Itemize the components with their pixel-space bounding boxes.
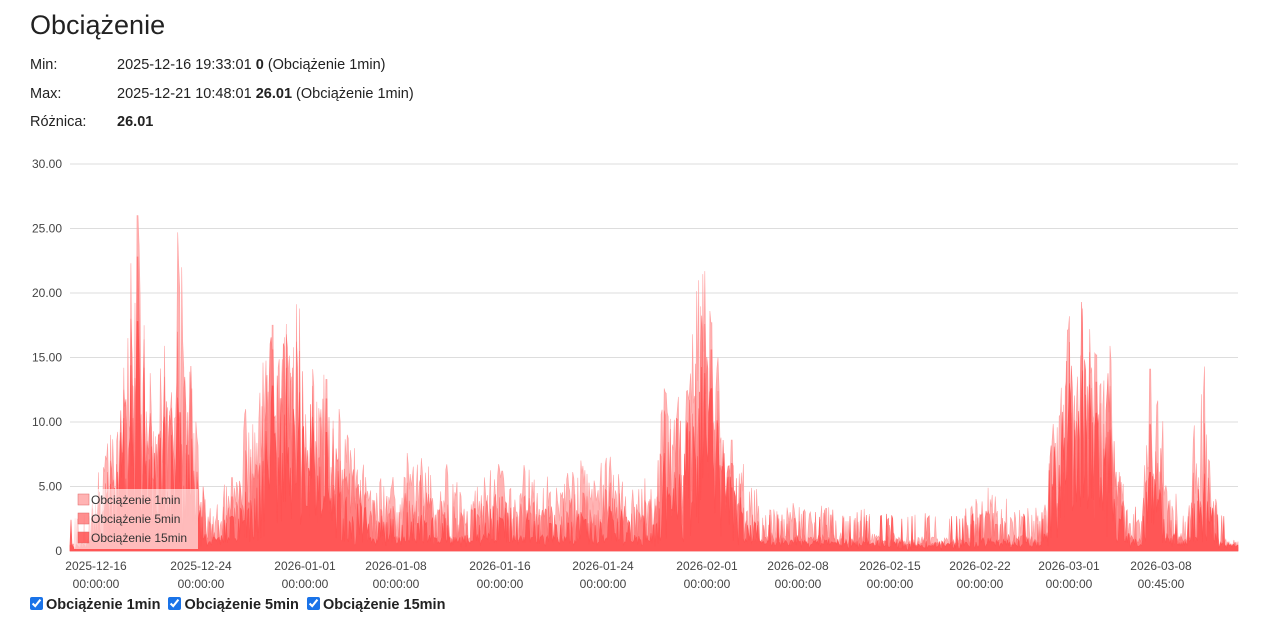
toggle-1min-label: Obciążenie 1min — [46, 597, 161, 613]
stat-max-value: 26.01 — [255, 85, 293, 102]
y-tick-label: 30.00 — [32, 157, 62, 171]
load-chart: 0 5.00 10.00 15.00 20.00 25.00 30.00 2025-12-16… — [32, 157, 1239, 591]
y-tick-label: 10.00 — [32, 415, 62, 429]
x-tick-date: 2025-12-16 — [65, 559, 127, 573]
stat-max-series: (Obciążenie 1min) — [296, 85, 414, 102]
stat-min-series: (Obciążenie 1min) — [267, 57, 386, 73]
x-tick-date: 2026-01-16 — [469, 559, 531, 573]
toggle-15min-checkbox[interactable] — [306, 597, 320, 610]
x-tick-date: 2026-02-15 — [859, 559, 921, 573]
toggle-5min-checkbox[interactable] — [168, 597, 182, 610]
toggle-5min-label: Obciążenie 5min — [184, 597, 299, 613]
x-tick-date: 2026-03-08 — [1130, 559, 1192, 573]
legend-swatch-1 — [77, 493, 90, 506]
page-title: Obciążenie — [30, 10, 166, 40]
stat-max: Max: 2025-12-21 10:48:01 26.01 (Obciążen… — [30, 84, 414, 113]
stats-panel: Min: 2025-12-16 19:33:01 0 (Obciążenie 1… — [30, 55, 414, 141]
toggle-1min[interactable]: Obciążenie 1min — [30, 597, 160, 613]
y-tick-label: 5.00 — [39, 480, 63, 494]
x-tick-time: 00:00:00 — [1046, 577, 1093, 591]
stat-min-value: 0 — [255, 57, 264, 73]
toggle-15min[interactable]: Obciążenie 15min — [306, 597, 446, 613]
x-tick-time: 00:00:00 — [957, 577, 1004, 591]
x-tick-time: 00:00:00 — [178, 577, 225, 591]
stat-min-timestamp: 2025-12-16 19:33:01 — [117, 57, 252, 73]
toggle-5min[interactable]: Obciążenie 5min — [168, 597, 299, 613]
x-tick-date: 2026-01-01 — [274, 559, 336, 573]
y-tick-label: 25.00 — [32, 222, 62, 236]
legend-swatch-3 — [77, 531, 90, 544]
x-tick-date: 2026-02-08 — [767, 559, 829, 573]
y-tick-label: 15.00 — [32, 351, 62, 365]
x-tick-date: 2026-01-24 — [572, 559, 634, 573]
x-tick-time: 00:00:00 — [282, 577, 329, 591]
x-tick-time: 00:45:00 — [1138, 577, 1185, 591]
x-tick-time: 00:00:00 — [684, 577, 731, 591]
x-tick-time: 00:00:00 — [775, 577, 822, 591]
legend-label-1: Obciążenie 1min — [91, 493, 180, 507]
y-tick-label: 0 — [55, 544, 62, 558]
toggle-1min-checkbox[interactable] — [30, 597, 43, 610]
x-tick-date: 2026-02-01 — [676, 559, 738, 573]
x-tick-time: 00:00:00 — [477, 577, 524, 591]
series-toggles: Obciążenie 1min Obciążenie 5min Obciążen… — [30, 597, 449, 613]
toggle-15min-label: Obciążenie 15min — [322, 597, 446, 613]
x-tick-date: 2026-03-01 — [1038, 559, 1100, 573]
stat-diff-label: Różnica: — [30, 114, 87, 130]
y-tick-label: 20.00 — [32, 286, 62, 300]
stat-min-label: Min: — [30, 57, 58, 73]
x-tick-date: 2026-01-08 — [365, 559, 427, 573]
stat-diff: Różnica: 26.01 — [30, 112, 414, 141]
x-tick-time: 00:00:00 — [373, 577, 420, 591]
x-tick-time: 00:00:00 — [73, 577, 120, 591]
stat-min: Min: 2025-12-16 19:33:01 0 (Obciążenie 1… — [30, 55, 414, 84]
stat-max-label: Max: — [30, 85, 62, 102]
legend-swatch-2 — [77, 512, 90, 525]
x-tick-date: 2025-12-24 — [170, 559, 232, 573]
stat-diff-value: 26.01 — [117, 114, 154, 130]
x-tick-time: 00:00:00 — [867, 577, 914, 591]
x-tick-date: 2026-02-22 — [949, 559, 1011, 573]
legend-label-3: Obciążenie 15min — [91, 531, 187, 545]
x-tick-time: 00:00:00 — [580, 577, 627, 591]
legend-box — [74, 489, 198, 549]
legend-label-2: Obciążenie 5min — [91, 512, 180, 526]
stat-max-timestamp: 2025-12-21 10:48:01 — [117, 85, 252, 102]
